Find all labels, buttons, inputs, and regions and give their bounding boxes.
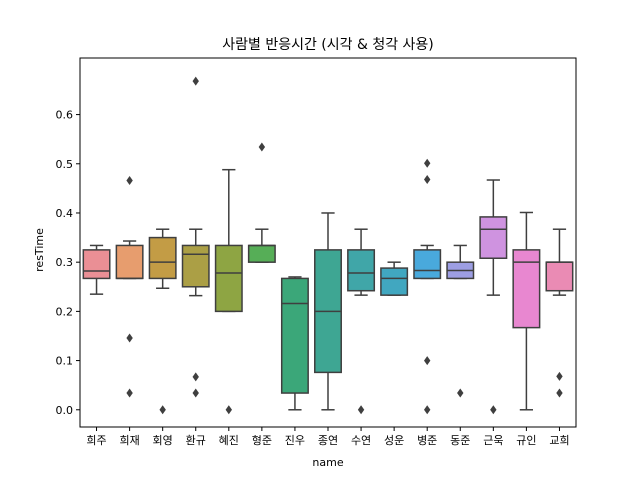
box-group [181,76,210,398]
y-axis-label: resTime [33,228,46,272]
x-tick-label: 혜진 [219,434,239,447]
box [347,249,376,292]
y-tick-label: 0.6 [56,109,74,122]
x-tick-label: 교희 [549,434,569,447]
box [148,236,177,280]
outlier-point [159,405,166,415]
outlier-point [192,388,199,398]
box [380,267,409,296]
outlier-point [457,388,464,398]
x-tick-label: 수연 [351,434,371,447]
outlier-point [225,405,232,415]
x-tick-label: 규인 [516,434,536,447]
outlier-point [126,176,133,186]
x-tick-label: 성운 [384,434,404,447]
box [413,249,442,280]
outlier-point [192,372,199,382]
x-axis-label: name [312,456,343,469]
box-group [314,212,342,411]
box-group [280,276,309,411]
y-tick-label: 0.0 [56,404,74,417]
x-tick-label: 환규 [186,434,206,447]
box [82,249,111,280]
x-tick-label: 근욱 [483,434,503,447]
box-group [380,261,409,296]
box-group [347,228,376,415]
plot-area: 희주 희재 회영 환규 혜진 형준 진우 종연 수연 성운 병준 동준 근욱 규인 교희 0.0 0.1 0.2 0… [56,57,577,447]
x-tick-label: 진우 [285,434,305,447]
box [479,216,508,259]
chart-title: 사람별 반응시간 (시각 & 청각 사용) [222,37,434,53]
box-group [479,179,508,415]
y-tick-label: 0.2 [56,305,74,318]
box [247,244,276,263]
box-group [545,228,574,398]
outlier-point [490,405,497,415]
outlier-point [556,388,563,398]
x-tick-label: 종연 [318,434,338,447]
y-tick-label: 0.5 [56,158,74,171]
box-group [115,176,144,398]
x-tick-label: 병준 [417,434,437,447]
y-tick-label: 0.3 [56,256,74,269]
outlier-point [258,142,266,152]
x-tick-label: 동준 [450,434,470,447]
box-group [413,158,442,415]
box [545,261,574,292]
outlier-point [192,76,199,86]
box-group [148,228,177,415]
box [214,244,243,313]
box-group [512,211,541,411]
outlier-point [424,158,431,168]
box-group [247,142,276,263]
outlier-point [126,388,133,398]
box-group [446,244,475,398]
y-tick-label: 0.1 [56,355,74,368]
plot-frame [79,57,577,428]
x-tick-label: 희주 [86,434,106,447]
x-tick-label: 형준 [252,434,272,447]
outlier-point [424,356,431,366]
outlier-point [556,371,563,381]
x-tick-label: 희재 [119,434,139,447]
outlier-point [126,333,133,343]
box [280,277,309,394]
outlier-point [357,405,365,415]
box [181,244,210,288]
x-tick-label: 회영 [153,434,173,447]
outlier-point [424,175,431,185]
box-group [214,168,243,415]
box [115,244,144,280]
box-group [82,244,111,295]
outlier-point [424,405,431,415]
y-tick-label: 0.4 [56,207,74,220]
